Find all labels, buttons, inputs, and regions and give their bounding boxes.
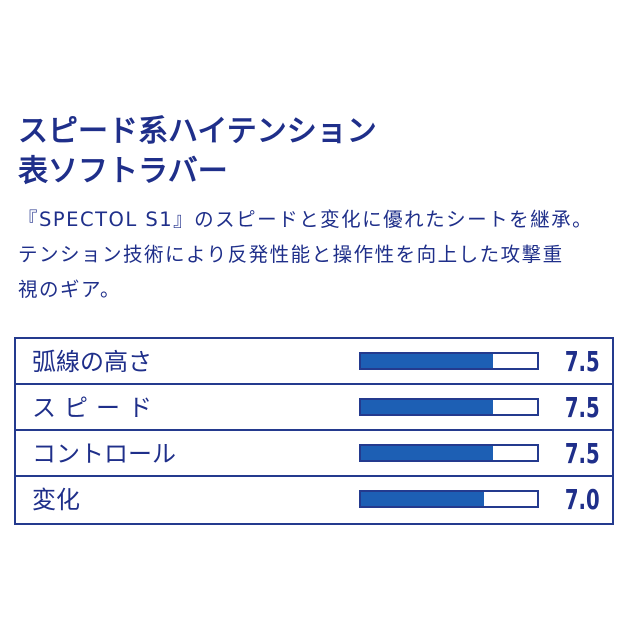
description-line-2: テンション技術により反発性能と操作性を向上した攻撃重 xyxy=(18,243,564,266)
product-description: 『SPECTOL S1』のスピードと変化に優れたシートを継承。 テンション技術に… xyxy=(18,202,628,307)
rating-score: 7.5 xyxy=(565,345,600,378)
rating-row-spin-variation: 変化 7.0 xyxy=(16,477,612,523)
heading-line-1: スピード系ハイテンション xyxy=(18,114,377,149)
rating-bar xyxy=(359,352,539,370)
rating-row-control: コントロール 7.5 xyxy=(16,431,612,477)
ratings-table: 弧線の高さ 7.5 スピード 7.5 コントロール 7.5 変化 7.0 xyxy=(14,337,614,525)
rating-label: 変化 xyxy=(32,486,80,514)
rating-bar-fill xyxy=(361,492,485,506)
rating-bar xyxy=(359,490,539,508)
description-line-3: 視のギア。 xyxy=(18,278,122,301)
rating-row-arc: 弧線の高さ 7.5 xyxy=(16,339,612,385)
rating-label: コントロール xyxy=(32,440,176,468)
rating-label: スピード xyxy=(32,394,160,422)
rating-score: 7.5 xyxy=(565,391,600,424)
rating-bar-fill xyxy=(361,354,493,368)
rating-label: 弧線の高さ xyxy=(32,348,152,376)
heading-line-2: 表ソフトラバー xyxy=(18,154,228,189)
rating-bar xyxy=(359,444,539,462)
rating-bar xyxy=(359,398,539,416)
description-line-1: 『SPECTOL S1』のスピードと変化に優れたシートを継承。 xyxy=(18,208,594,231)
rating-bar-fill xyxy=(361,400,493,414)
product-heading: スピード系ハイテンション 表ソフトラバー xyxy=(18,112,377,192)
rating-score: 7.5 xyxy=(565,437,600,470)
rating-score: 7.0 xyxy=(565,483,600,516)
rating-row-speed: スピード 7.5 xyxy=(16,385,612,431)
rating-bar-fill xyxy=(361,446,493,460)
